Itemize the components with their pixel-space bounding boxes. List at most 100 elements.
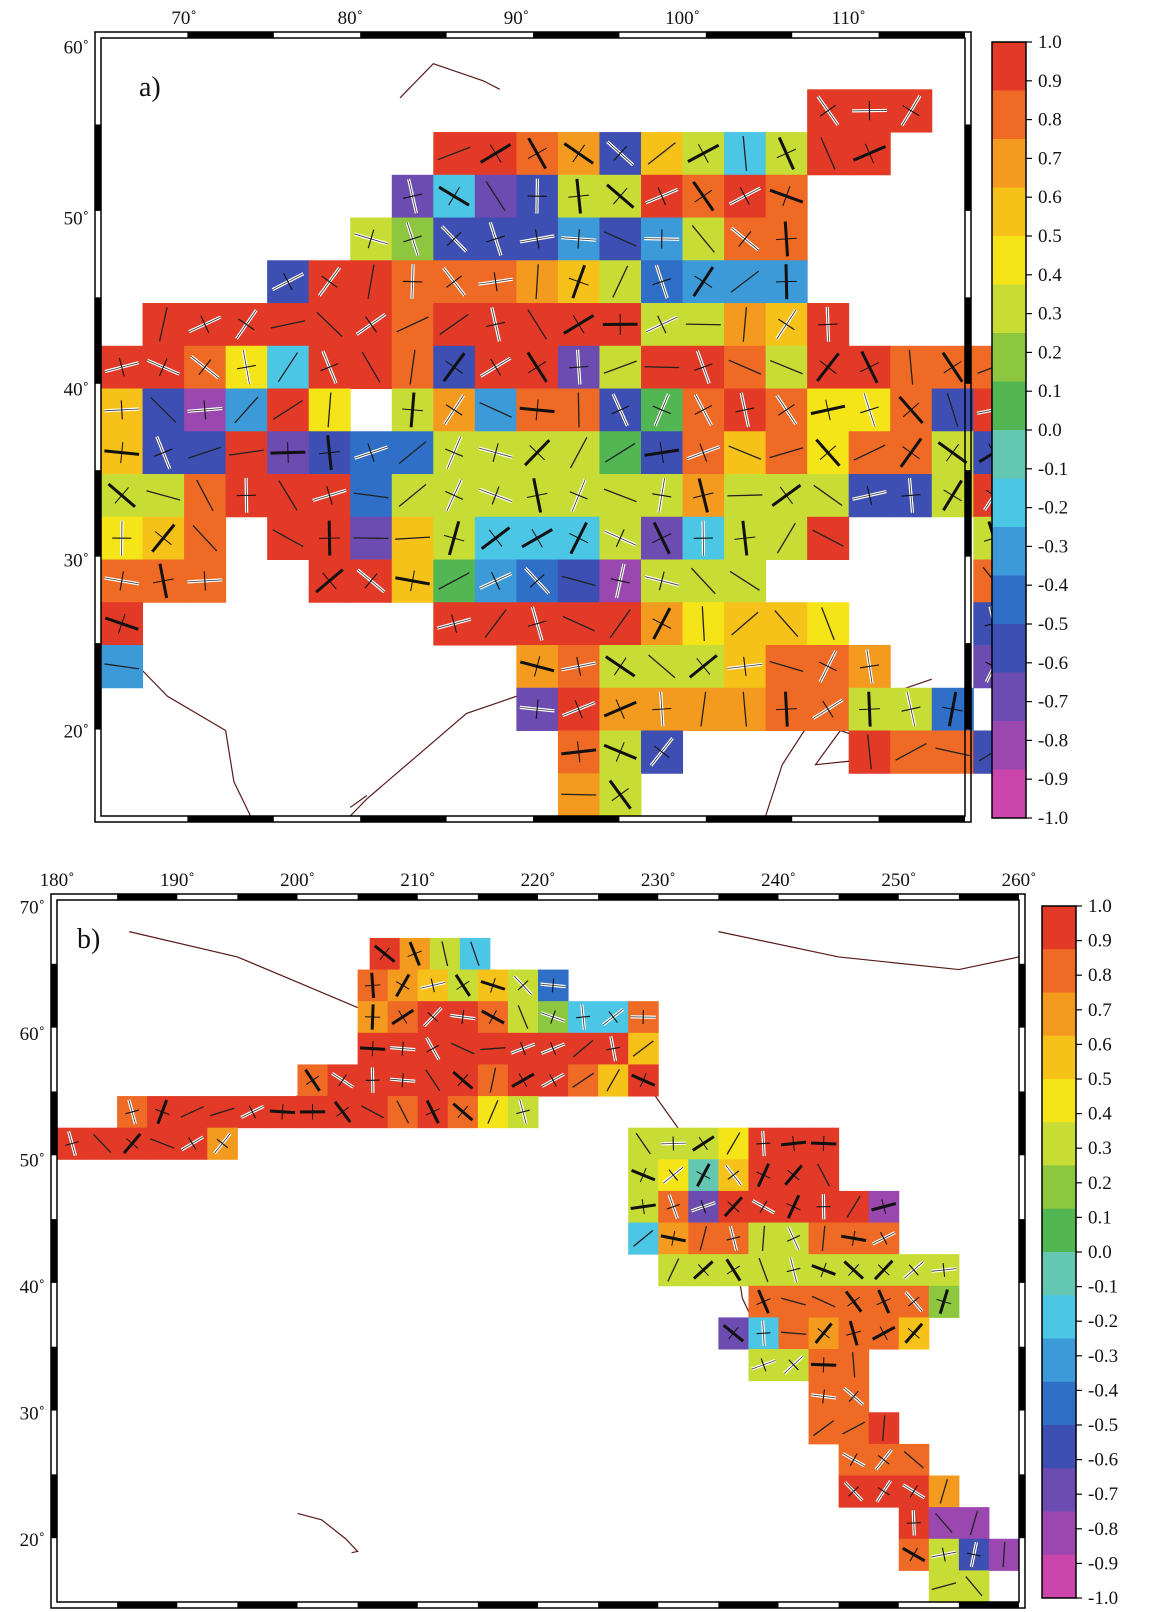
frame-segment — [95, 124, 101, 211]
colorbar-tick-label: 0.8 — [1038, 110, 1062, 131]
stress-bar — [697, 143, 709, 163]
stress-bar — [966, 1552, 981, 1557]
stress-bar — [402, 408, 424, 412]
frame-segment — [51, 1219, 57, 1283]
stress-bar — [648, 654, 676, 679]
coastline-north — [399, 62, 501, 99]
stress-bar — [632, 1040, 654, 1057]
stress-bar — [445, 448, 464, 457]
frame-segment — [705, 32, 793, 38]
stress-bar — [943, 360, 962, 374]
stress-bar — [200, 315, 210, 334]
colorbar-swatch — [992, 236, 1026, 285]
stress-bar — [488, 529, 503, 547]
stress-bar — [426, 1044, 440, 1053]
stress-bar — [490, 358, 502, 376]
frame-segment — [357, 894, 418, 900]
frame-segment — [958, 894, 1019, 900]
colorbar-tick-label: 0.4 — [1038, 265, 1062, 286]
stress-bar — [126, 1138, 139, 1149]
stress-bar — [216, 1138, 229, 1149]
stress-bar — [694, 404, 713, 415]
stress-bar — [561, 793, 597, 796]
stress-bar — [876, 1298, 891, 1306]
stress-bar — [569, 365, 589, 369]
stress-bar — [942, 706, 963, 712]
colorbar-swatch — [992, 527, 1026, 576]
stress-bar — [819, 360, 837, 374]
stress-bar — [908, 349, 914, 385]
stress-bar — [901, 706, 921, 712]
stress-bar — [727, 1201, 740, 1213]
stress-bar — [576, 1015, 591, 1019]
stress-bar — [443, 534, 465, 542]
colorbar-tick-label: -0.1 — [1038, 459, 1068, 480]
stress-bar — [574, 700, 583, 719]
stress-bar — [470, 941, 480, 966]
colorbar-tick-label: -0.3 — [1088, 1346, 1118, 1367]
stress-bar — [517, 980, 529, 991]
frame-segment — [357, 1602, 418, 1608]
colorbar-tick-label: 1.0 — [1088, 896, 1112, 917]
stress-bar — [361, 1105, 385, 1119]
frame-segment — [51, 963, 57, 1028]
stress-bar — [813, 1420, 835, 1437]
stress-bar — [743, 656, 747, 676]
colorbar-swatch — [1042, 1035, 1076, 1080]
lat-tick-label: 30˚ — [64, 551, 89, 572]
stress-bar — [690, 567, 716, 595]
stress-bar — [734, 536, 756, 540]
stress-bar — [92, 1133, 112, 1154]
stress-bar — [486, 321, 506, 328]
colorbar-swatch — [992, 575, 1026, 625]
colorbar-swatch — [1042, 1165, 1076, 1210]
stress-bar — [188, 1137, 197, 1150]
stress-bar — [867, 734, 872, 770]
stress-bar — [729, 570, 760, 591]
stress-bar — [572, 1040, 594, 1058]
stress-bar — [192, 524, 218, 552]
colorbar-tick-label: 1.0 — [1038, 32, 1062, 53]
colorbar-swatch — [992, 430, 1026, 479]
stress-bar — [657, 187, 666, 206]
stress-bar — [398, 441, 427, 465]
stress-bar — [336, 1106, 349, 1117]
stress-bar — [821, 1225, 826, 1251]
stress-bar — [451, 1042, 475, 1055]
frame-segment — [965, 643, 971, 730]
stress-bar — [488, 1010, 497, 1024]
stress-bar — [969, 1510, 979, 1536]
frame-segment — [95, 297, 101, 384]
stress-bar — [818, 323, 838, 326]
colorbar-swatch — [1042, 1338, 1076, 1383]
stress-bar — [761, 1225, 766, 1251]
stress-bar — [318, 451, 340, 455]
lat-tick-label: 20˚ — [64, 722, 89, 743]
stress-bar — [775, 237, 797, 241]
frame-segment — [477, 1602, 538, 1608]
stress-bar — [788, 1359, 799, 1371]
stress-bar — [427, 1011, 439, 1023]
stress-bar — [489, 144, 502, 163]
frame-segment — [965, 297, 971, 384]
stress-bar — [203, 400, 207, 420]
stress-bar — [726, 1236, 741, 1241]
frame-segment — [533, 32, 620, 38]
stress-bar — [659, 442, 664, 464]
stress-bar — [65, 1141, 79, 1146]
stress-bar — [493, 272, 498, 292]
stress-bar — [180, 1105, 204, 1118]
frame-segment — [838, 894, 899, 900]
stress-bar — [154, 1108, 170, 1115]
stress-bar — [485, 181, 506, 212]
stress-bar — [700, 691, 707, 727]
stress-bar — [456, 980, 470, 990]
stress-bar — [577, 392, 580, 428]
stress-bar — [782, 186, 791, 207]
stress-glyphs — [65, 941, 1006, 1597]
stress-bar — [371, 1041, 374, 1057]
frame-segment — [965, 470, 971, 557]
lon-tick-label: 260˚ — [1002, 870, 1037, 891]
stress-bar — [576, 741, 581, 763]
stress-bar — [451, 614, 458, 634]
